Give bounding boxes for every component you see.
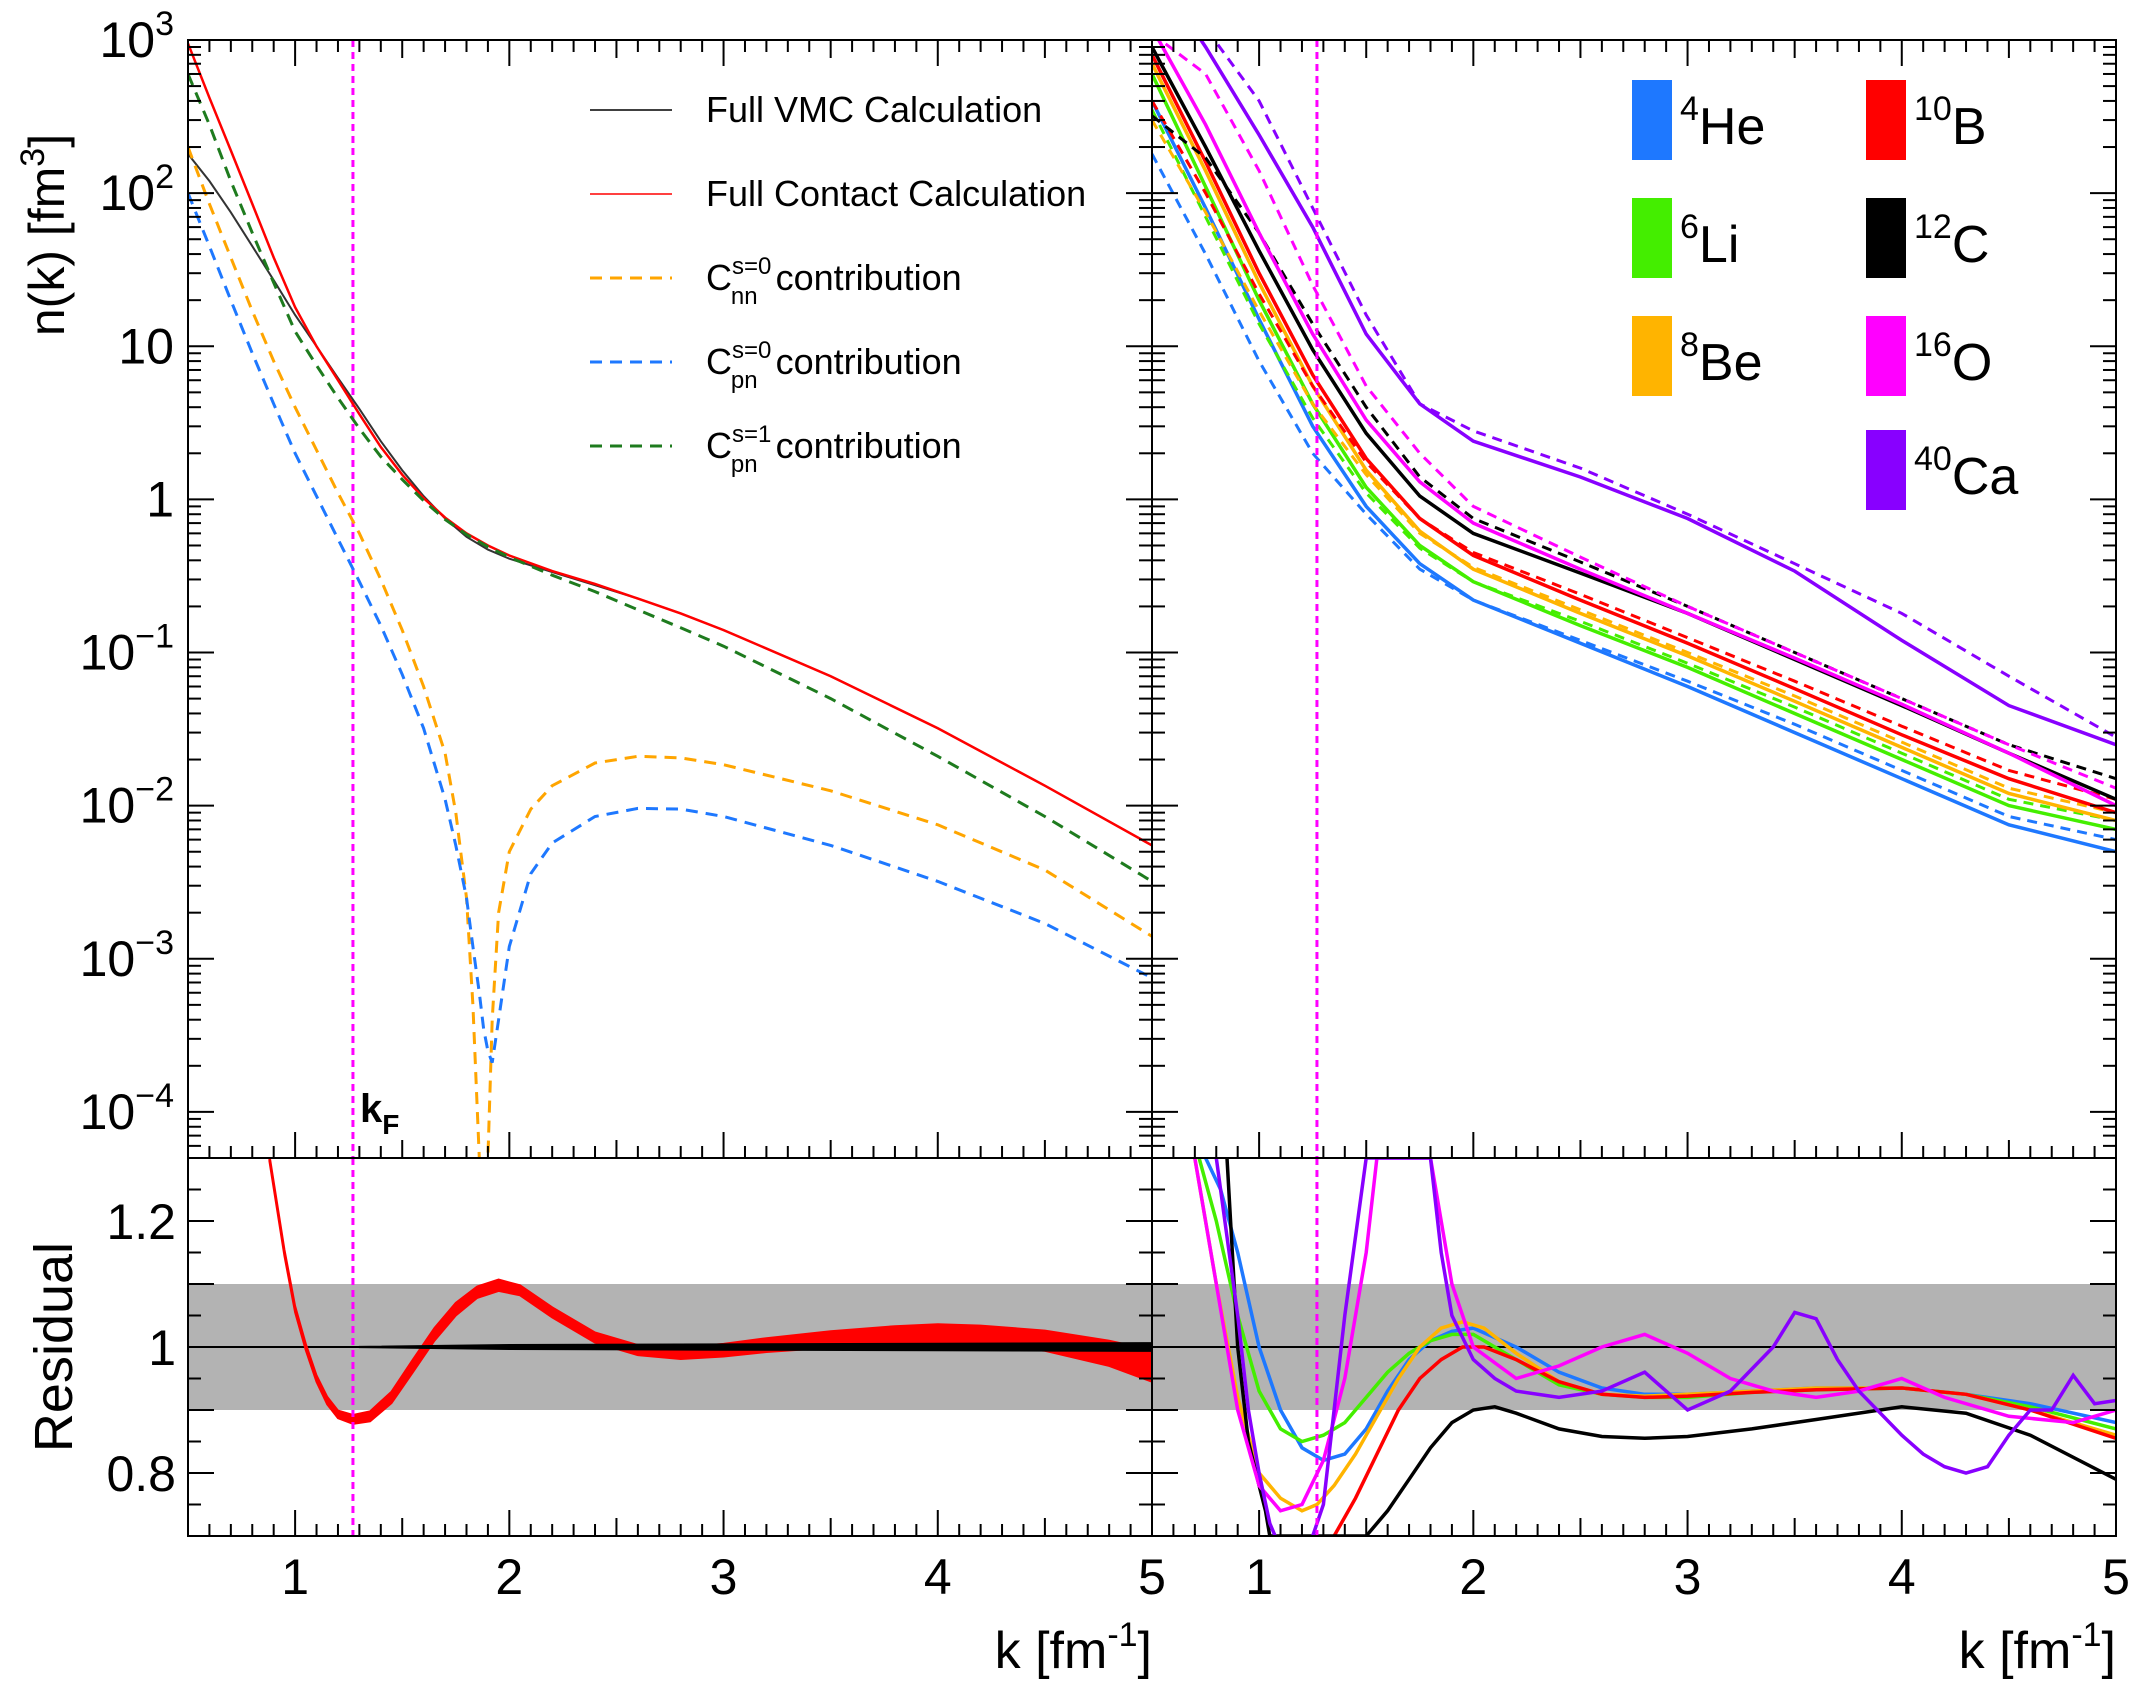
y-axis-label-top: n(k) [fm3] <box>14 134 75 336</box>
series-solid-5 <box>1156 40 2116 808</box>
y-tick-label: 102 <box>99 158 174 221</box>
x-tick-label: 1 <box>1245 1549 1273 1605</box>
text-labels: n(k) [fm3] Residual k [fm-1] k [fm-1] kF <box>14 134 2116 1680</box>
y-tick-label: 0.8 <box>106 1446 176 1502</box>
top-left-plot-area <box>188 40 1152 1158</box>
panel-frames <box>187 39 2117 1537</box>
x-tick-label: 4 <box>1888 1549 1916 1605</box>
y-tick-label: 1 <box>146 471 174 527</box>
bottom-left-plot-area <box>188 1158 1152 1536</box>
bottom-right-plot-area <box>1152 1158 2116 1536</box>
legend-swatch-He <box>1632 80 1672 160</box>
top-right-plot-area <box>1152 40 2116 1158</box>
residual-line-40Ca <box>1214 1158 2116 1536</box>
y-tick-label: 10−1 <box>80 618 174 681</box>
series-dashed-0 <box>1152 153 2116 842</box>
x-tick-label: 2 <box>495 1549 523 1605</box>
residual-band-series-0 <box>268 1158 1152 1425</box>
legend-label: Cs=0 pn contribution <box>706 337 962 394</box>
x-tick-label: 3 <box>1674 1549 1702 1605</box>
y-tick-label: 10−4 <box>80 1077 174 1140</box>
series-dashed-5 <box>1157 40 2116 790</box>
legend-label: Cs=1 pn contribution <box>706 421 962 478</box>
series-solid-0 <box>1152 100 2116 854</box>
series-line-2 <box>188 146 1152 1158</box>
legend-swatch-Li <box>1632 198 1672 278</box>
y-tick-label: 103 <box>99 5 174 68</box>
legend-label-Be: 8Be <box>1680 326 1763 392</box>
y-tick-label: 10−2 <box>80 771 174 834</box>
residual-line-10B <box>1332 1345 2116 1536</box>
legend-label-Li: 6Li <box>1680 208 1739 274</box>
legend-swatch-Be <box>1632 316 1672 396</box>
legend-label-B: 10B <box>1914 90 1987 156</box>
legend-swatch-Ca <box>1866 430 1906 510</box>
y-axis-label-bottom: Residual <box>24 1242 84 1452</box>
x-tick-label: 4 <box>924 1549 952 1605</box>
residual-band-series-1 <box>358 1342 1152 1352</box>
x-axis-label-left: k [fm-1] <box>995 1616 1152 1680</box>
series-solid-3 <box>1152 54 2116 815</box>
legend-swatch-C <box>1866 198 1906 278</box>
legend-label-Ca: 40Ca <box>1914 440 2018 506</box>
kf-label: kF <box>360 1087 399 1140</box>
legend-label-O: 16O <box>1914 326 1992 392</box>
series-dashed-3 <box>1152 100 2116 801</box>
legend-label: Full Contact Calculation <box>706 173 1086 214</box>
residual-line-12C <box>1225 1158 2116 1536</box>
y-tick-label: 1 <box>148 1320 176 1376</box>
legend-swatch-B <box>1866 80 1906 160</box>
series-solid-1 <box>1152 73 2116 832</box>
x-tick-label: 2 <box>1459 1549 1487 1605</box>
x-tick-label: 5 <box>1138 1549 1166 1605</box>
legend-label: Cs=0 nn contribution <box>706 253 962 310</box>
series-line-3 <box>188 192 1152 1064</box>
series-dashed-6 <box>1212 40 2116 739</box>
legend-top-left: Full VMC Calculation Full Contact Calcula… <box>590 89 1086 478</box>
series-line-1 <box>188 42 1152 847</box>
series-solid-6 <box>1198 40 2116 747</box>
legend-top-right: 4He 6Li 8Be 10B 12C 16O 40Ca <box>1632 80 2018 510</box>
y-tick-label: 10−3 <box>80 924 174 987</box>
legend-label-C: 12C <box>1914 208 1989 274</box>
series-line-4 <box>188 73 1152 883</box>
x-axis-label-right: k [fm-1] <box>1959 1616 2116 1680</box>
legend-swatch-O <box>1866 316 1906 396</box>
x-tick-label: 1 <box>281 1549 309 1605</box>
series-solid-2 <box>1152 62 2116 823</box>
y-tick-label: 10 <box>118 318 174 374</box>
y-tick-label: 1.2 <box>106 1194 176 1250</box>
x-tick-label: 3 <box>710 1549 738 1605</box>
legend-label: Full VMC Calculation <box>706 89 1042 130</box>
legend-label-He: 4He <box>1680 90 1765 156</box>
x-tick-label: 5 <box>2102 1549 2130 1605</box>
series-dashed-2 <box>1152 119 2116 815</box>
